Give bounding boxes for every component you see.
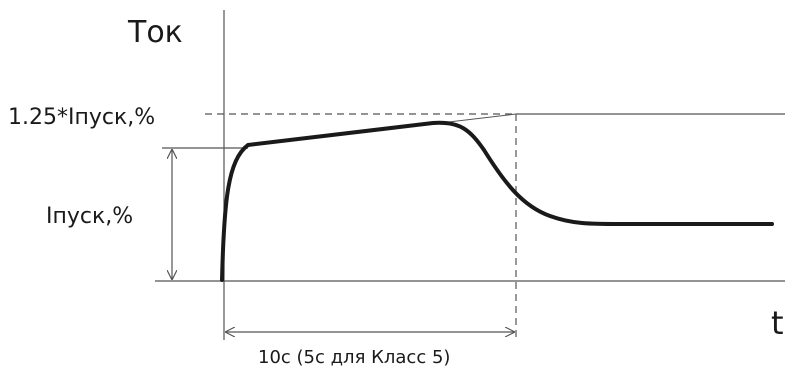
y-axis-label: Ток	[127, 15, 183, 50]
current-curve	[220, 120, 774, 282]
upper-level-label: 1.25*Iпуск,%	[8, 105, 155, 130]
time-span-label: 10с (5с для Класс 5)	[258, 347, 450, 368]
start-current-label: Iпуск,%	[46, 204, 133, 229]
x-axis-label: t	[771, 304, 784, 342]
